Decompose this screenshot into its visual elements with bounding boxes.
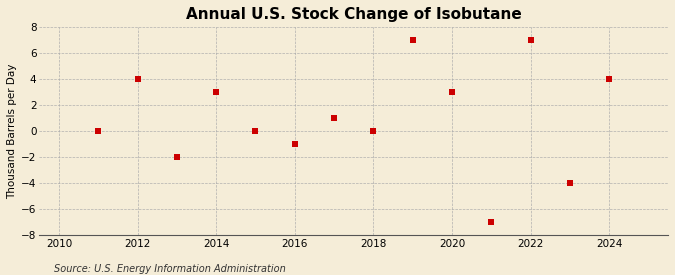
Title: Annual U.S. Stock Change of Isobutane: Annual U.S. Stock Change of Isobutane [186,7,522,22]
Point [368,129,379,133]
Point [93,129,104,133]
Point [132,77,143,81]
Point [446,90,457,94]
Point [211,90,221,94]
Point [525,38,536,42]
Text: Source: U.S. Energy Information Administration: Source: U.S. Energy Information Administ… [54,264,286,274]
Point [486,219,497,224]
Point [171,155,182,159]
Point [603,77,614,81]
Point [250,129,261,133]
Point [407,38,418,42]
Point [290,142,300,146]
Point [329,116,340,120]
Y-axis label: Thousand Barrels per Day: Thousand Barrels per Day [7,63,17,199]
Point [564,181,575,185]
